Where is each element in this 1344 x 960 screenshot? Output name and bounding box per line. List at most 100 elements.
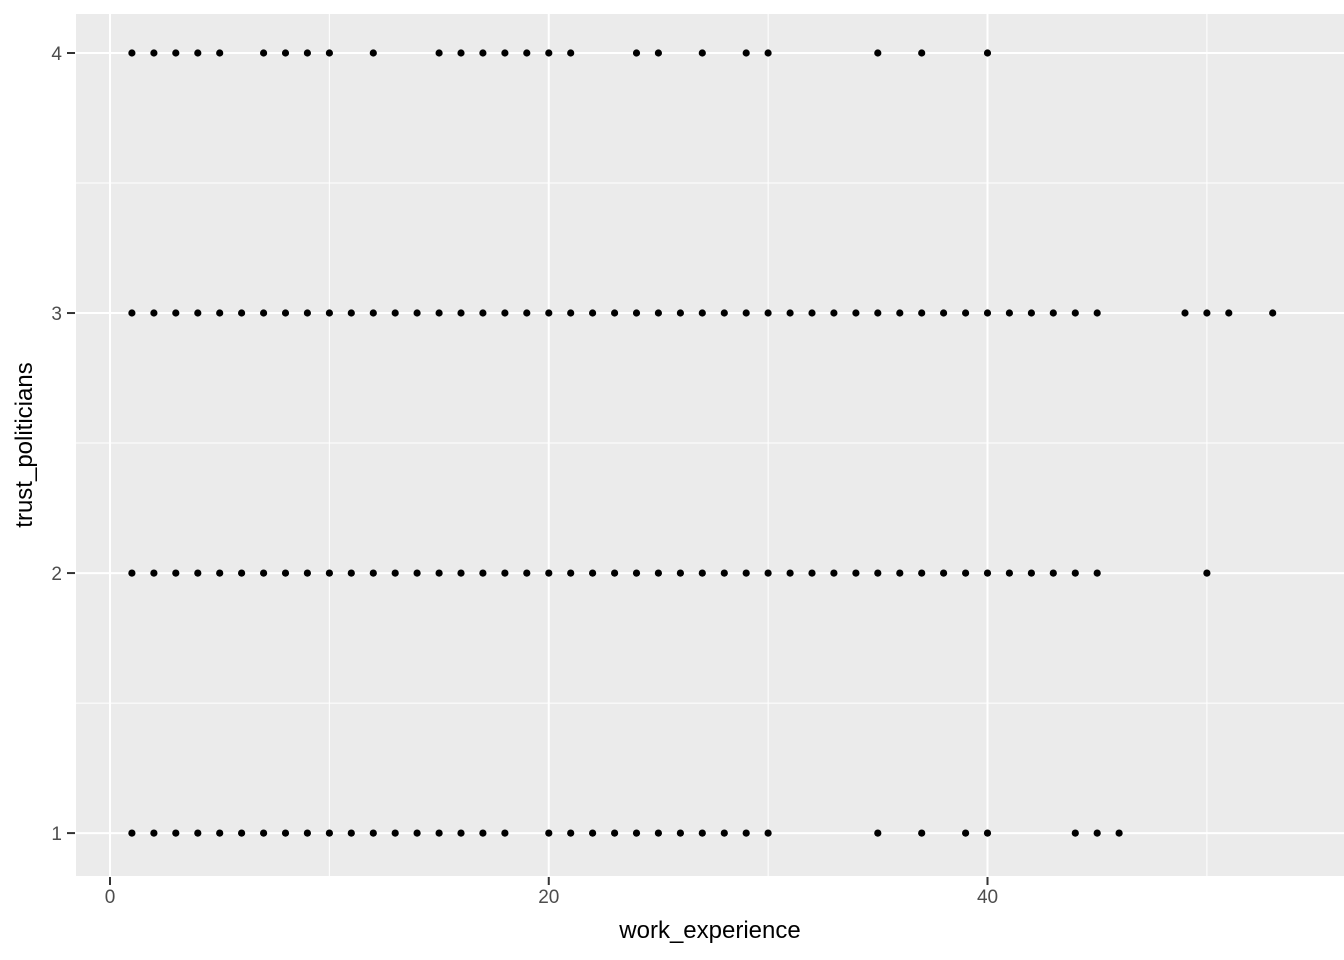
data-point — [238, 569, 246, 577]
data-point — [545, 829, 553, 837]
data-point — [325, 309, 333, 317]
data-point — [150, 49, 158, 57]
data-point — [391, 569, 399, 577]
data-point — [501, 569, 509, 577]
y-axis-tick-label: 1 — [51, 824, 62, 845]
data-point — [435, 569, 443, 577]
data-point — [611, 309, 619, 317]
data-point — [654, 49, 663, 57]
data-point — [347, 829, 355, 837]
data-point — [194, 569, 202, 577]
data-point — [632, 569, 641, 577]
data-point — [479, 49, 487, 57]
data-point — [281, 569, 290, 577]
data-point — [1115, 829, 1123, 837]
data-point — [918, 569, 926, 577]
y-axis-tick-label: 4 — [51, 44, 62, 65]
data-point — [698, 309, 706, 317]
data-point — [1225, 309, 1233, 317]
data-point — [742, 309, 750, 317]
data-point — [216, 49, 224, 57]
data-point — [391, 309, 399, 317]
data-point — [523, 309, 531, 317]
data-point — [962, 569, 970, 577]
data-point — [413, 309, 421, 317]
data-point — [567, 569, 575, 577]
data-point — [1071, 569, 1079, 577]
minor-gridlines — [76, 14, 1344, 876]
data-point — [281, 49, 290, 57]
data-point — [128, 49, 136, 57]
data-point — [1093, 829, 1101, 837]
data-point — [567, 829, 575, 837]
data-point — [940, 569, 948, 577]
data-point — [983, 829, 992, 837]
data-point — [281, 829, 290, 837]
data-point — [150, 829, 158, 837]
data-point — [523, 569, 531, 577]
x-axis-tick-label: 0 — [105, 887, 116, 908]
data-point — [1049, 309, 1057, 317]
data-point — [369, 829, 377, 837]
data-point — [720, 569, 728, 577]
data-point — [698, 829, 706, 837]
data-point — [457, 49, 465, 57]
data-point — [611, 569, 619, 577]
data-point — [764, 49, 772, 57]
data-point — [238, 309, 246, 317]
data-point — [742, 49, 750, 57]
data-point — [698, 569, 706, 577]
data-point — [325, 569, 333, 577]
data-point — [632, 309, 641, 317]
data-point — [150, 309, 158, 317]
data-point — [545, 569, 553, 577]
data-point — [545, 49, 553, 57]
data-point — [786, 569, 794, 577]
data-point — [1027, 569, 1035, 577]
data-point — [216, 569, 224, 577]
data-point — [1181, 309, 1189, 317]
data-point — [589, 569, 597, 577]
data-point — [1005, 309, 1014, 317]
data-point — [347, 309, 355, 317]
data-point — [1093, 309, 1101, 317]
data-point — [852, 569, 860, 577]
data-point — [1071, 309, 1079, 317]
data-point — [545, 309, 553, 317]
data-point — [369, 309, 377, 317]
data-point — [874, 829, 882, 837]
data-point — [676, 829, 685, 837]
data-point — [918, 309, 926, 317]
data-point — [720, 829, 728, 837]
data-point — [654, 829, 663, 837]
data-point — [808, 569, 816, 577]
data-point — [281, 309, 290, 317]
data-point — [918, 49, 926, 57]
data-point — [369, 49, 377, 57]
data-point — [720, 309, 728, 317]
data-point — [238, 829, 246, 837]
data-point — [589, 829, 597, 837]
data-point — [260, 49, 268, 57]
data-point — [896, 309, 904, 317]
data-point — [172, 309, 180, 317]
data-point — [501, 829, 509, 837]
data-point — [172, 829, 180, 837]
data-point — [501, 49, 509, 57]
data-point — [611, 829, 619, 837]
data-point — [172, 569, 180, 577]
data-point — [874, 569, 882, 577]
data-point — [676, 309, 685, 317]
data-point — [567, 49, 575, 57]
data-point — [216, 309, 224, 317]
data-point — [435, 309, 443, 317]
data-point — [303, 829, 311, 837]
data-point — [830, 569, 838, 577]
data-point — [369, 569, 377, 577]
data-point — [764, 309, 772, 317]
data-point — [479, 829, 487, 837]
data-point — [128, 309, 136, 317]
plot-panel — [76, 14, 1344, 876]
